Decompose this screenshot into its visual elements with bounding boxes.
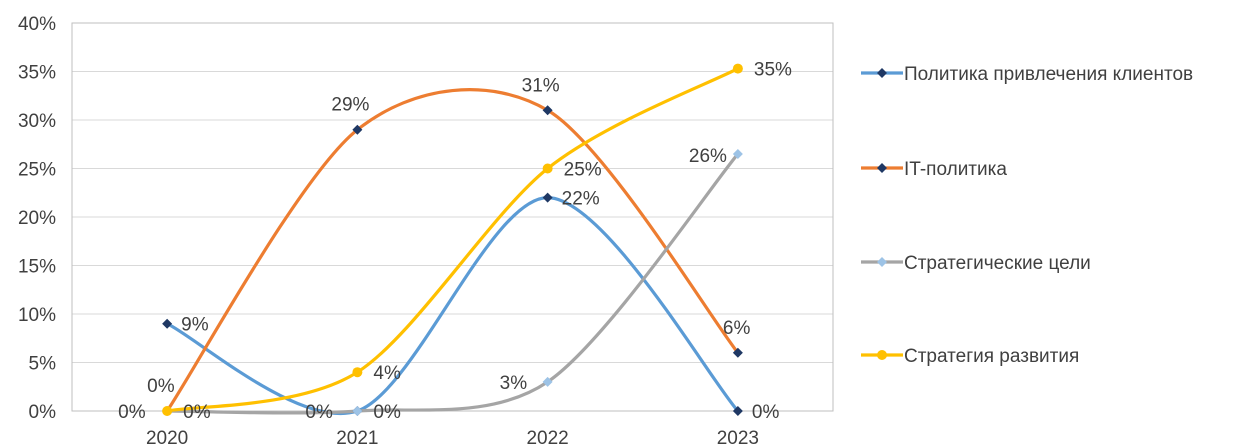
- gridlines: [71, 22, 834, 412]
- data-point: [542, 192, 553, 203]
- x-axis-ticks: 2020 2021 2022 2023: [146, 428, 759, 448]
- y-tick-label: 40%: [18, 14, 56, 35]
- series-line-1: [165, 195, 740, 415]
- legend-item-3: Стратегические цели: [861, 253, 1091, 274]
- data-label: 6%: [723, 318, 751, 339]
- series-line-3: [165, 152, 740, 415]
- series-lines: [165, 66, 740, 415]
- data-label: 0%: [752, 402, 780, 423]
- y-tick-label: 25%: [18, 160, 56, 181]
- x-tick-label: 2022: [526, 428, 568, 448]
- data-point: [732, 347, 743, 358]
- x-tick-label: 2023: [717, 428, 759, 448]
- data-point: [732, 148, 743, 159]
- data-label: 0%: [118, 402, 146, 423]
- legend-marker: [877, 350, 887, 360]
- data-label: 9%: [181, 315, 209, 336]
- data-label: 3%: [500, 373, 528, 394]
- series-markers: [162, 63, 743, 416]
- legend-marker: [877, 257, 887, 267]
- data-point: [542, 163, 553, 174]
- data-label: 0%: [147, 376, 175, 397]
- data-point: [732, 63, 743, 74]
- legend-label: Стратегия развития: [904, 346, 1079, 367]
- data-label: 22%: [562, 189, 600, 210]
- legend-label: Политика привлечения клиентов: [904, 64, 1193, 85]
- legend-marker: [877, 163, 887, 173]
- data-point: [162, 406, 173, 416]
- data-label: 25%: [564, 160, 602, 181]
- legend: Политика привлечения клиентов IT-политика…: [861, 64, 1193, 367]
- legend-label: IT-политика: [904, 159, 1007, 180]
- data-labels: 9%0%22%0%0%29%31%6%0% 0%3%26%0%4%25%35%: [118, 60, 792, 423]
- data-label: 26%: [689, 146, 727, 167]
- y-tick-label: 30%: [18, 111, 56, 132]
- y-tick-label: 5%: [29, 354, 57, 375]
- data-point: [352, 406, 363, 416]
- legend-label: Стратегические цели: [904, 253, 1091, 274]
- x-tick-label: 2021: [336, 428, 378, 448]
- data-point: [162, 318, 173, 329]
- y-tick-label: 15%: [18, 257, 56, 278]
- data-label: 29%: [331, 95, 369, 116]
- data-label: 0%: [183, 402, 211, 423]
- y-tick-label: 35%: [18, 63, 56, 84]
- data-label: 31%: [522, 75, 560, 96]
- data-point: [352, 367, 363, 378]
- plot-area-border: [71, 22, 834, 412]
- data-label: 35%: [754, 60, 792, 81]
- data-point: [732, 406, 743, 416]
- legend-item-1: Политика привлечения клиентов: [861, 64, 1193, 85]
- series-line-2: [165, 88, 740, 413]
- data-point: [542, 376, 553, 387]
- y-tick-label: 0%: [29, 402, 57, 423]
- y-axis-ticks: 0% 5% 10% 15% 20% 25% 30% 35% 40%: [18, 14, 56, 423]
- data-point: [542, 105, 553, 116]
- legend-item-2: IT-политика: [861, 159, 1007, 180]
- y-tick-label: 20%: [18, 208, 56, 229]
- data-label: 0%: [373, 402, 401, 423]
- data-label: 4%: [373, 363, 401, 384]
- series-line-4: [165, 66, 740, 413]
- y-tick-label: 10%: [18, 305, 56, 326]
- data-point: [352, 124, 363, 135]
- legend-item-4: Стратегия развития: [861, 346, 1079, 367]
- data-label: 0%: [305, 402, 333, 423]
- legend-marker: [877, 68, 887, 78]
- x-tick-label: 2020: [146, 428, 188, 448]
